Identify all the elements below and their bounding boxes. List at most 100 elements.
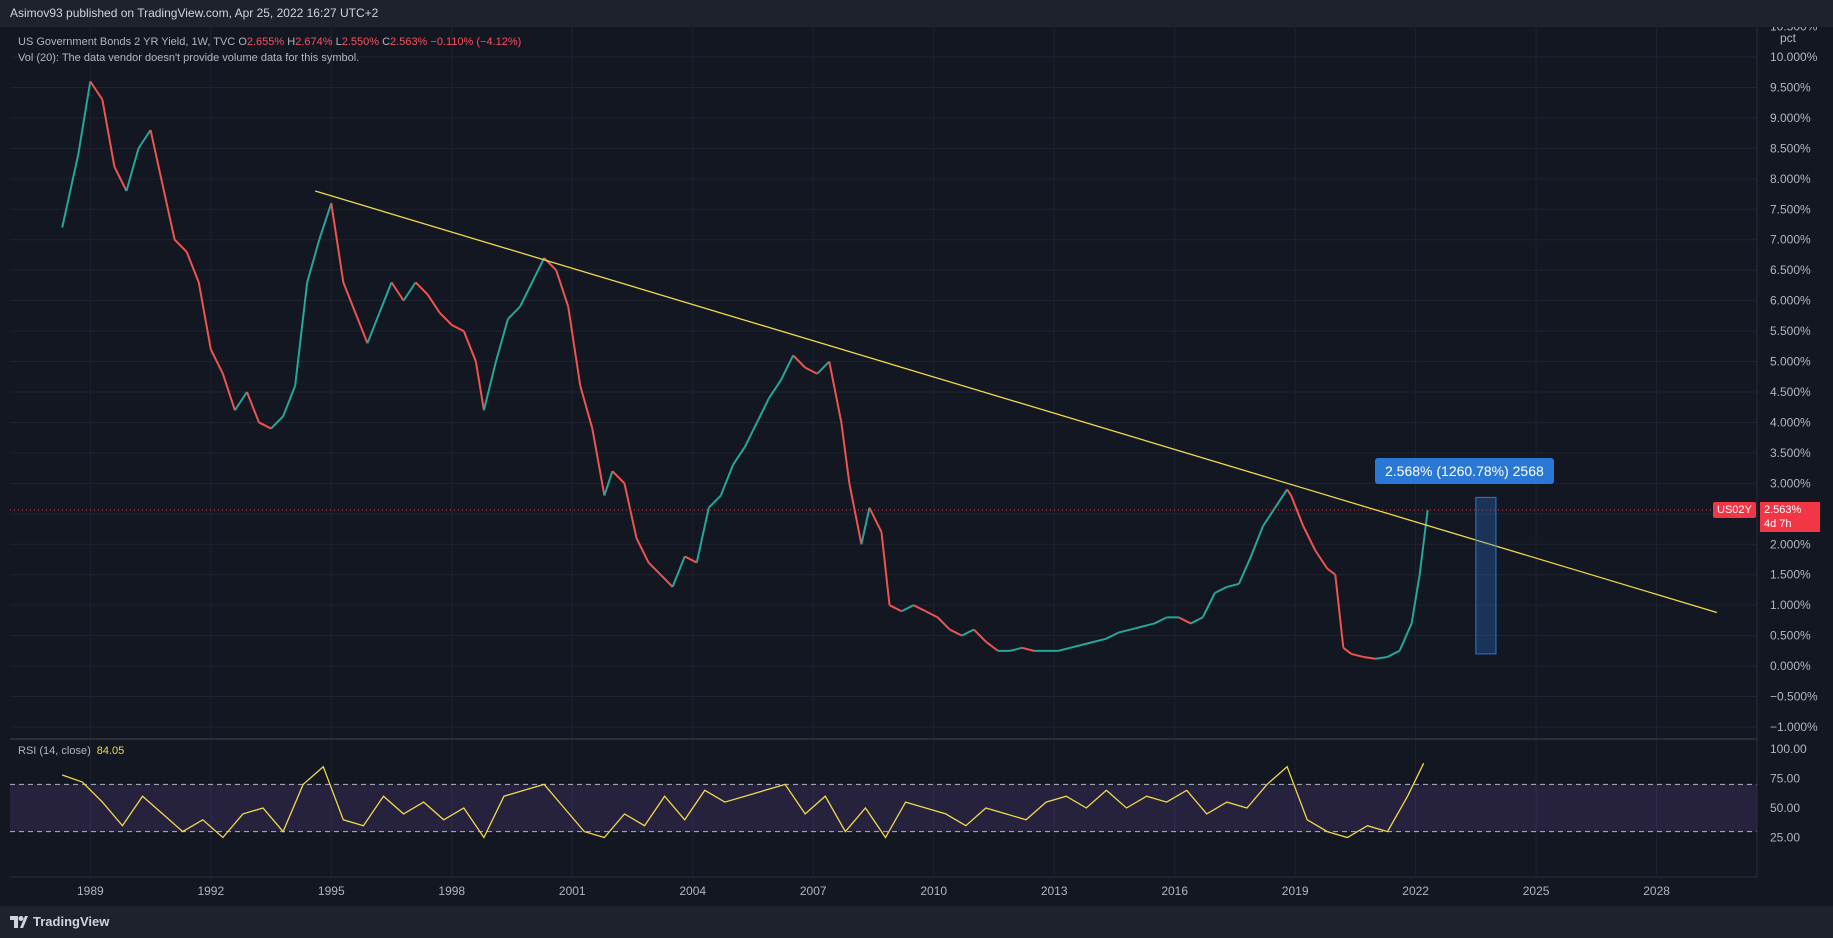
price-segment bbox=[161, 184, 176, 240]
price-segment bbox=[848, 483, 863, 545]
price-segment bbox=[1410, 574, 1421, 624]
price-segment bbox=[860, 507, 871, 545]
trendline[interactable] bbox=[315, 190, 1718, 614]
time-tick-label: 2022 bbox=[1402, 884, 1429, 898]
time-axis[interactable]: 1989 1992 1995 1998 2001 2004 2007 2010 2013 2016… bbox=[77, 884, 1670, 898]
price-segment bbox=[209, 348, 224, 375]
price-segment bbox=[1351, 652, 1364, 658]
price-segment bbox=[531, 257, 546, 283]
chart-area[interactable]: 10.500% 10.000% 9.500% 9.000% 8.500% 8.000% 7.… bbox=[0, 27, 1833, 906]
price-segment bbox=[451, 324, 465, 332]
price-segment bbox=[1342, 647, 1352, 655]
bar-countdown: 4d 7h bbox=[1764, 517, 1792, 530]
price-segment bbox=[732, 446, 746, 466]
price-axis[interactable]: 10.500% 10.000% 9.500% 9.000% 8.500% 8.000% 7.… bbox=[1770, 27, 1818, 734]
price-segment bbox=[961, 628, 975, 637]
price-segment bbox=[937, 616, 951, 631]
price-tick-label: 1.500% bbox=[1770, 568, 1811, 582]
price-segment bbox=[519, 281, 533, 308]
plot-background bbox=[10, 27, 1757, 737]
price-segment bbox=[868, 507, 883, 533]
measure-tool[interactable] bbox=[1475, 496, 1497, 655]
price-segment bbox=[246, 391, 260, 423]
price-tick-label: 6.500% bbox=[1770, 263, 1811, 277]
price-segment bbox=[1314, 549, 1329, 570]
price-segment bbox=[880, 531, 891, 606]
price-tick-label: 4.500% bbox=[1770, 385, 1811, 399]
close-value: 2.563% bbox=[390, 36, 428, 48]
price-segment bbox=[1214, 586, 1228, 594]
time-tick-label: 1998 bbox=[438, 884, 465, 898]
price-segment bbox=[474, 361, 485, 411]
time-tick-label: 2013 bbox=[1041, 884, 1068, 898]
price-segment bbox=[101, 99, 116, 167]
symbol-title[interactable]: US Government Bonds 2 YR Yield, 1W, TVC bbox=[18, 36, 236, 48]
price-segment bbox=[439, 312, 453, 326]
rsi-tick-label: 75.00 bbox=[1770, 772, 1800, 786]
rsi-axis[interactable]: 100.00 75.00 50.00 25.00 bbox=[1770, 742, 1807, 845]
price-segment bbox=[378, 281, 393, 314]
price-segment bbox=[1418, 510, 1429, 575]
price-tick-label: 5.000% bbox=[1770, 355, 1811, 369]
time-tick-label: 1995 bbox=[318, 884, 345, 898]
last-price-value: 2.563% bbox=[1764, 503, 1802, 516]
price-segment bbox=[1118, 628, 1131, 634]
price-segment bbox=[221, 373, 236, 411]
price-segment bbox=[1334, 574, 1345, 648]
price-segment bbox=[113, 166, 128, 192]
price-segment bbox=[555, 269, 570, 308]
price-segment bbox=[719, 464, 734, 496]
price-tick-label: 9.500% bbox=[1770, 80, 1811, 94]
price-tick-label: 1.000% bbox=[1770, 598, 1811, 612]
price-segment bbox=[1238, 556, 1252, 585]
price-axis-unit: pct bbox=[1780, 31, 1797, 45]
price-segment bbox=[462, 330, 477, 362]
price-segment bbox=[1190, 616, 1204, 625]
price-segment bbox=[603, 470, 614, 496]
price-segment bbox=[985, 640, 999, 652]
price-segment bbox=[780, 355, 795, 381]
price-segment bbox=[1094, 637, 1107, 643]
price-segment bbox=[1082, 640, 1095, 646]
price-segment bbox=[1070, 643, 1083, 649]
price-segment bbox=[1142, 622, 1155, 628]
price-segment bbox=[925, 610, 939, 619]
measure-label: 2.568% (1260.78%) 2568 bbox=[1375, 458, 1554, 484]
price-segment bbox=[792, 354, 806, 369]
price-segment bbox=[1057, 646, 1071, 652]
price-series bbox=[61, 80, 1429, 660]
price-segment bbox=[197, 282, 212, 350]
price-segment bbox=[342, 281, 357, 314]
price-segment bbox=[1250, 525, 1264, 557]
price-segment bbox=[579, 385, 594, 429]
tradingview-logo[interactable]: TradingView bbox=[10, 914, 109, 929]
price-segment bbox=[1286, 488, 1292, 497]
tradingview-logo-icon bbox=[10, 915, 28, 928]
time-tick-label: 2019 bbox=[1282, 884, 1309, 898]
price-tick-label: 0.500% bbox=[1770, 629, 1811, 643]
rsi-title[interactable]: RSI (14, close) bbox=[18, 745, 91, 757]
price-segment bbox=[1009, 646, 1023, 652]
price-segment bbox=[89, 80, 104, 101]
price-segment bbox=[1387, 649, 1401, 658]
price-segment bbox=[949, 628, 963, 637]
price-segment bbox=[482, 361, 497, 411]
price-segment bbox=[1021, 646, 1035, 652]
price-segment bbox=[1178, 616, 1192, 625]
price-segment bbox=[1302, 525, 1317, 551]
price-segment bbox=[426, 293, 441, 314]
low-label: L bbox=[335, 36, 342, 48]
time-tick-label: 2028 bbox=[1643, 884, 1670, 898]
rsi-levels bbox=[10, 783, 1757, 833]
price-segment bbox=[258, 421, 272, 430]
publish-info: Asimov93 published on TradingView.com, A… bbox=[10, 6, 379, 20]
volume-note: Vol (20): The data vendor doesn't provid… bbox=[18, 52, 360, 64]
price-segment bbox=[1226, 582, 1240, 588]
price-segment bbox=[889, 604, 903, 613]
price-segment bbox=[708, 494, 722, 509]
price-segment bbox=[684, 555, 698, 564]
high-label: H bbox=[287, 36, 296, 48]
price-segment bbox=[611, 470, 626, 485]
rsi-band bbox=[10, 784, 1757, 832]
price-segment bbox=[77, 81, 92, 155]
